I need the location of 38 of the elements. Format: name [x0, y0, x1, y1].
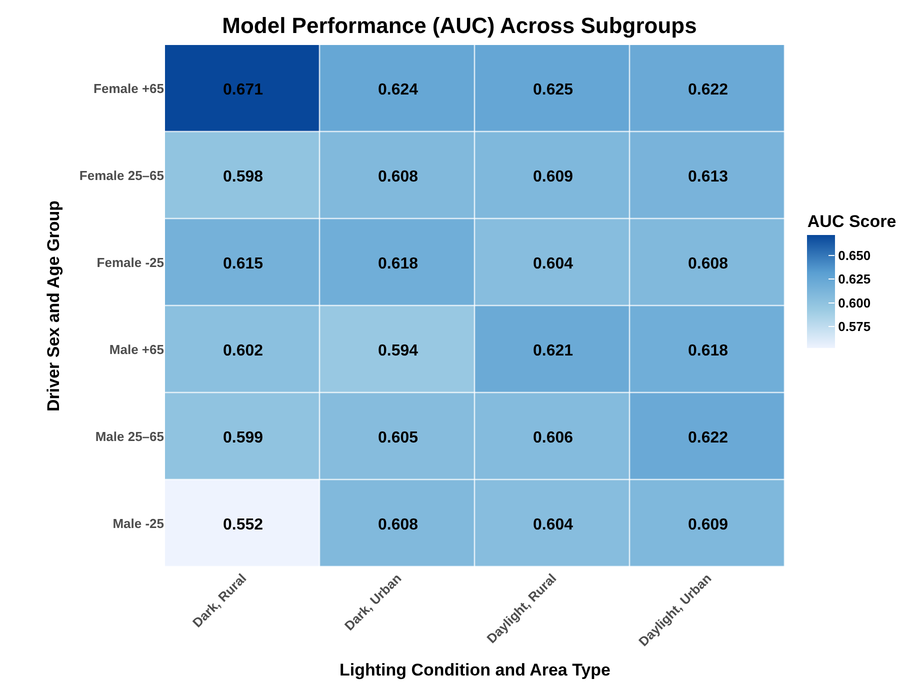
data-label: 0.609 — [532, 168, 574, 186]
data-label: 0.609 — [688, 516, 728, 534]
y-tick-label: Female +65 — [94, 81, 164, 96]
data-label: 0.624 — [378, 82, 418, 99]
data-label: 0.608 — [378, 168, 418, 186]
data-label: 0.615 — [222, 256, 264, 273]
data-label: 0.594 — [378, 342, 418, 360]
data-label: 0.604 — [532, 516, 574, 534]
data-label: 0.602 — [222, 342, 264, 360]
data-label: 0.599 — [222, 430, 264, 447]
color-bar-label: 0.600 — [838, 295, 871, 310]
y-tick-label: Female -25 — [96, 255, 164, 270]
color-bar-label: 0.650 — [838, 248, 871, 263]
y-tick-label: Male 25–65 — [95, 429, 164, 444]
y-tick-label: Male -25 — [112, 516, 164, 532]
data-label: 0.618 — [378, 256, 418, 273]
data-label: 0.605 — [378, 430, 418, 447]
data-label: 0.622 — [688, 82, 728, 99]
data-label: 0.608 — [688, 256, 728, 273]
data-label: 0.552 — [222, 516, 264, 534]
data-label: 0.622 — [688, 430, 728, 447]
data-label: 0.606 — [532, 430, 574, 447]
y-tick-label: Male +65 — [109, 342, 164, 358]
color-bar-title: AUC Score — [807, 212, 896, 232]
data-label: 0.671 — [222, 82, 264, 99]
data-label: 0.598 — [222, 168, 264, 186]
data-label: 0.608 — [378, 516, 418, 534]
y-tick-label: Female 25–65 — [79, 168, 164, 184]
x-axis-title: Lighting Condition and Area Type — [339, 660, 611, 680]
data-label: 0.604 — [532, 256, 574, 273]
data-label: 0.625 — [532, 82, 574, 99]
color-bar-label: 0.625 — [838, 272, 871, 287]
data-label: 0.618 — [688, 342, 728, 360]
y-axis-title: Driver Sex and Age Group — [44, 200, 63, 412]
data-label: 0.621 — [532, 342, 574, 360]
data-label: 0.613 — [688, 168, 728, 186]
chart-title: Model Performance (AUC) Across Subgroups — [222, 12, 697, 38]
color-bar-label: 0.575 — [838, 319, 871, 334]
